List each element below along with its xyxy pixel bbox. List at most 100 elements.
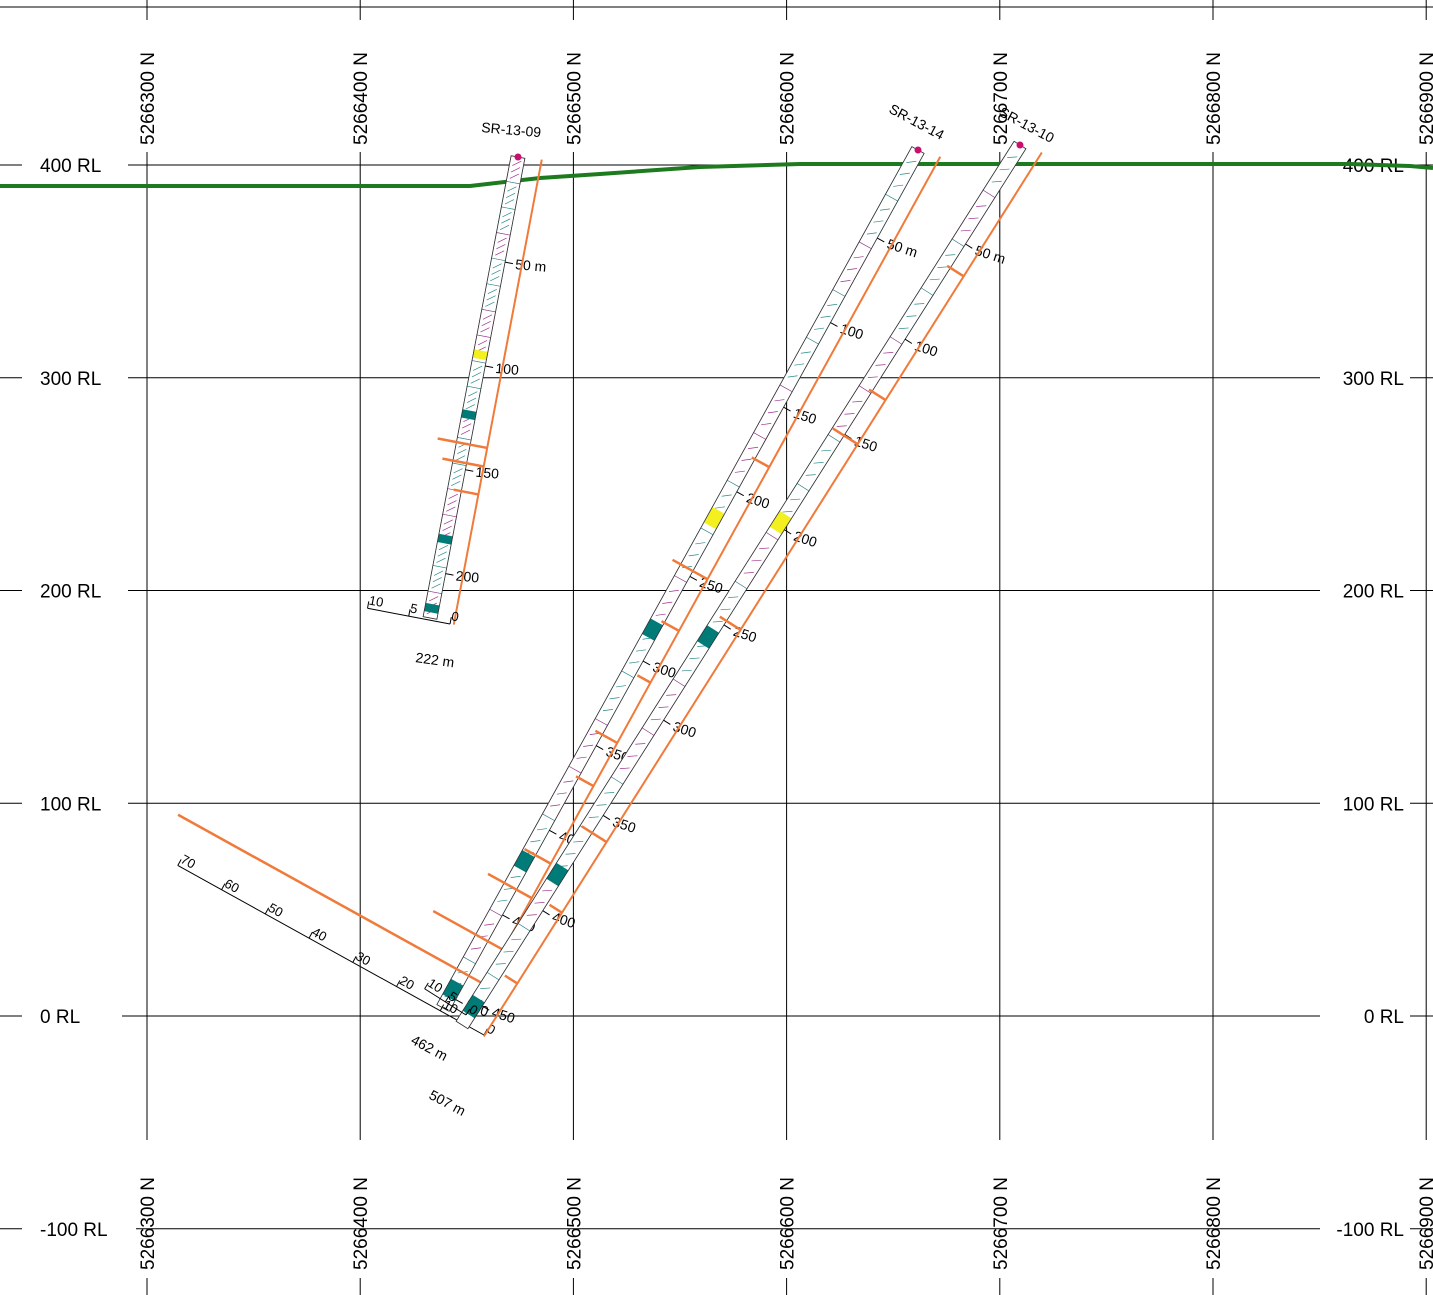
lithology-pattern <box>635 649 646 652</box>
depth-label: 200 <box>792 528 819 551</box>
lithology-pattern <box>448 493 458 499</box>
lithology-pattern <box>821 449 832 452</box>
lithology-pattern <box>820 315 831 318</box>
lithology-pattern <box>602 709 613 712</box>
assay-spike <box>751 456 770 469</box>
lithology-pattern <box>460 429 471 435</box>
northing-label-bottom: 5266700 N <box>991 1177 1012 1270</box>
depth-tick <box>723 624 731 630</box>
lithology-pattern <box>512 160 522 166</box>
lithology-pattern <box>436 557 446 563</box>
topography-line <box>0 162 1433 188</box>
assay-scale-label: 70 <box>178 851 198 871</box>
lithology-pattern <box>490 276 500 282</box>
mineralized-interval <box>424 602 440 614</box>
lithology-pattern <box>433 570 444 576</box>
assay-spike <box>548 903 563 914</box>
assay-trace <box>464 156 942 1020</box>
northing-label-top: 5266300 N <box>138 52 159 145</box>
lithology-pattern <box>565 853 576 855</box>
assay-scale-label: 10 <box>368 593 385 610</box>
lithology-pattern <box>883 352 894 354</box>
depth-label: 300 <box>651 659 678 682</box>
depth-tick <box>485 365 494 368</box>
lithology-pattern <box>658 706 669 708</box>
assay-spike <box>575 775 595 788</box>
lithology-pattern <box>556 792 567 795</box>
assay-spike <box>594 729 618 745</box>
lithology-pattern <box>573 840 584 843</box>
mineralized-interval <box>437 533 453 545</box>
mineralized-interval <box>513 850 535 873</box>
depth-tick <box>663 719 671 725</box>
lithology-pattern <box>432 577 442 583</box>
elevation-label-left: 0 RL <box>40 1007 80 1028</box>
lithology-pattern <box>596 804 607 806</box>
lithology-pattern <box>495 250 505 256</box>
elevation-label-right: 0 RL <box>1364 1007 1404 1028</box>
lithology-pattern <box>866 232 877 235</box>
lithology-pattern <box>471 372 482 378</box>
lithology-pattern <box>627 755 638 757</box>
elevation-label-right: -100 RL <box>1336 1220 1404 1241</box>
lithology-pattern <box>451 481 461 487</box>
depth-label: 150 <box>791 405 818 428</box>
depth-label: 350 <box>611 813 638 836</box>
lithology-pattern <box>681 669 692 672</box>
lithology-pattern <box>497 899 508 902</box>
depth-tick <box>455 999 463 1004</box>
lithology-pattern <box>629 661 640 664</box>
assay-scale-tick <box>408 609 411 617</box>
assay-scale-label: 5 <box>409 600 419 616</box>
lithology-pattern <box>774 399 785 402</box>
mineralized-interval <box>461 409 477 421</box>
depth-tick <box>642 660 651 666</box>
northing-label-bottom: 5266500 N <box>564 1177 585 1270</box>
lithology-pattern <box>487 288 497 294</box>
lithology-pattern <box>945 254 956 256</box>
lithology-pattern <box>442 525 452 531</box>
lithology-pattern <box>761 423 772 426</box>
assay-scale-label: 60 <box>222 876 242 896</box>
lithology-pattern <box>429 596 439 602</box>
lithology-pattern <box>470 947 481 950</box>
lithology-pattern <box>443 519 453 525</box>
lithology-pattern <box>492 263 502 269</box>
lithology-pattern <box>873 220 884 223</box>
assay-scale-tick <box>352 955 357 963</box>
lithology-pattern <box>431 583 441 589</box>
lithology-pattern <box>542 889 553 892</box>
lithology-pattern <box>741 458 752 461</box>
depth-label: 200 <box>455 568 480 586</box>
lithology-pattern <box>960 229 971 232</box>
assay-spike <box>660 620 680 632</box>
lithology-pattern <box>893 184 904 187</box>
lithology-pattern <box>495 963 506 965</box>
lithology-pattern <box>937 266 948 268</box>
lithology-pattern <box>453 468 463 474</box>
depth-label: 400 <box>550 909 577 932</box>
northing-label-top: 5266600 N <box>778 52 799 145</box>
lithology-pattern <box>836 425 847 427</box>
assay-scale-tick <box>177 859 182 866</box>
assay-trace <box>452 159 543 625</box>
assay-spike <box>581 825 608 844</box>
elevation-label-right: 200 RL <box>1343 582 1404 603</box>
elevation-label-right: 300 RL <box>1343 369 1404 390</box>
lithology-pattern <box>465 404 475 410</box>
lithology-pattern <box>840 280 851 283</box>
lithology-pattern <box>867 376 878 378</box>
depth-tick <box>965 243 973 249</box>
lithology-pattern <box>695 542 706 545</box>
assay-scale-label: 0 <box>450 608 460 624</box>
lithology-pattern <box>511 938 522 941</box>
assay-scale-tick <box>264 907 270 915</box>
assay-scale-tick <box>396 980 401 987</box>
elevation-label-left: 100 RL <box>40 794 101 815</box>
lithology-pattern <box>880 208 891 211</box>
lithology-pattern <box>827 303 838 306</box>
assay-scale-label: 10 <box>425 975 445 995</box>
depth-tick <box>830 322 838 327</box>
